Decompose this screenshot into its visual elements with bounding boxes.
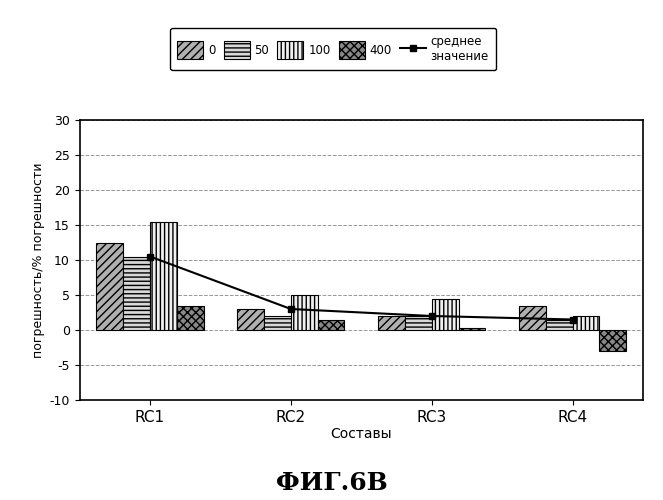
Bar <box>318 320 345 330</box>
Bar <box>150 222 177 330</box>
Bar <box>264 316 291 330</box>
Bar <box>546 320 573 330</box>
Bar <box>432 298 459 330</box>
Text: ФИГ.6В: ФИГ.6В <box>276 471 387 495</box>
Bar <box>599 330 626 351</box>
Legend: 0, 50, 100, 400, среднее
значение: 0, 50, 100, 400, среднее значение <box>170 28 496 70</box>
X-axis label: Составы: Составы <box>331 428 392 442</box>
Bar <box>519 306 546 330</box>
Y-axis label: погрешность/% погрешности: погрешность/% погрешности <box>32 162 45 358</box>
Bar <box>459 328 485 330</box>
Bar <box>97 242 123 330</box>
Bar <box>237 309 264 330</box>
Bar <box>177 306 204 330</box>
Bar <box>123 256 150 330</box>
Bar <box>405 316 432 330</box>
Bar <box>291 295 318 330</box>
Bar <box>378 316 405 330</box>
Bar <box>573 316 599 330</box>
